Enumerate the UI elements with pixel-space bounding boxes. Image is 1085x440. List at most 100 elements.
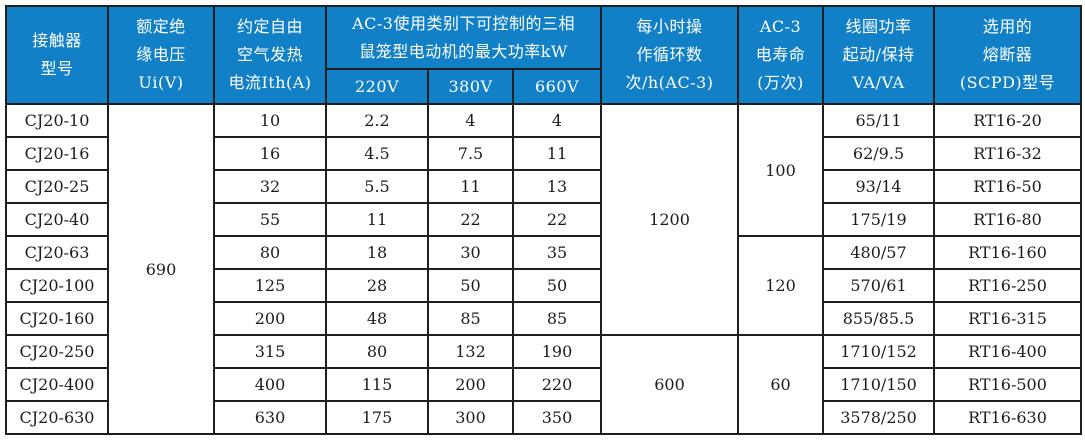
- cell-fuse-type: RT16-630: [933, 400, 1083, 435]
- header-660v: 660V: [511, 68, 603, 105]
- cell-coil-power: 480/57: [822, 235, 936, 270]
- cell-model: CJ20-100: [5, 268, 109, 303]
- cell-power-380v: 4: [427, 103, 514, 138]
- cell-power-660v: 11: [511, 136, 603, 171]
- cell-cycles: 600: [600, 334, 740, 435]
- cell-model: CJ20-25: [5, 169, 109, 204]
- header-model: 接触器 型号: [5, 5, 109, 105]
- cell-power-220v: 80: [325, 334, 429, 369]
- cell-model: CJ20-40: [5, 202, 109, 237]
- table-row: CJ20-100 125 28 50 50 570/61 RT16-250: [5, 268, 1083, 303]
- cell-model: CJ20-16: [5, 136, 109, 171]
- cell-electrical-life: 100: [737, 103, 825, 237]
- header-row-top: 接触器 型号 额定绝 缘电压 Ui(V) 约定自由 空气发热 电流Ith(A) …: [5, 5, 1083, 105]
- cell-power-380v: 300: [427, 400, 514, 435]
- cell-thermal-current: 32: [213, 169, 327, 204]
- cell-fuse-type: RT16-400: [933, 334, 1083, 369]
- cell-coil-power: 175/19: [822, 202, 936, 237]
- cell-model: CJ20-400: [5, 367, 109, 402]
- cell-power-380v: 85: [427, 301, 514, 336]
- cell-fuse-type: RT16-315: [933, 301, 1083, 336]
- cell-power-660v: 35: [511, 235, 603, 270]
- cell-coil-power: 855/85.5: [822, 301, 936, 336]
- cell-coil-power: 1710/152: [822, 334, 936, 369]
- cell-power-380v: 132: [427, 334, 514, 369]
- table-row: CJ20-160 200 48 85 85 855/85.5 RT16-315: [5, 301, 1083, 336]
- cell-thermal-current: 400: [213, 367, 327, 402]
- cell-power-220v: 28: [325, 268, 429, 303]
- cell-power-380v: 50: [427, 268, 514, 303]
- header-cycles-per-hour: 每小时操 作循环数 次/h(AC-3): [600, 5, 740, 105]
- header-insulation-voltage: 额定绝 缘电压 Ui(V): [107, 5, 215, 105]
- header-220v: 220V: [325, 68, 429, 105]
- table-row: CJ20-630 630 175 300 350 3578/250 RT16-6…: [5, 400, 1083, 435]
- cell-coil-power: 62/9.5: [822, 136, 936, 171]
- table-row: CJ20-40 55 11 22 22 175/19 RT16-80: [5, 202, 1083, 237]
- cell-model: CJ20-250: [5, 334, 109, 369]
- cell-model: CJ20-10: [5, 103, 109, 138]
- header-row-sub: 220V 380V 660V: [6, 68, 1081, 105]
- cell-thermal-current: 80: [213, 235, 327, 270]
- cell-model: CJ20-630: [5, 400, 109, 435]
- header-380v: 380V: [427, 68, 514, 105]
- cell-power-660v: 22: [511, 202, 603, 237]
- cell-power-220v: 18: [325, 235, 429, 270]
- cell-coil-power: 570/61: [822, 268, 936, 303]
- cell-electrical-life: 120: [737, 235, 825, 336]
- cell-power-380v: 11: [427, 169, 514, 204]
- header-power-group: AC-3使用类别下可控制的三相 鼠笼型电动机的最大功率kW: [324, 5, 603, 70]
- cell-coil-power: 65/11: [822, 103, 936, 138]
- cell-coil-power: 93/14: [822, 169, 936, 204]
- cell-fuse-type: RT16-50: [933, 169, 1083, 204]
- header-thermal-current: 约定自由 空气发热 电流Ith(A): [213, 5, 327, 105]
- cell-power-220v: 11: [325, 202, 429, 237]
- cell-thermal-current: 55: [213, 202, 327, 237]
- cell-power-660v: 13: [511, 169, 603, 204]
- table-row: CJ20-250 315 80 132 190 600 60 1710/152 …: [5, 334, 1083, 435]
- table-row: CJ20-16 16 4.5 7.5 11 62/9.5 RT16-32: [5, 136, 1083, 171]
- contactor-spec-table: 接触器 型号 额定绝 缘电压 Ui(V) 约定自由 空气发热 电流Ith(A) …: [5, 5, 1083, 435]
- header-fuse-type: 选用的 熔断器 (SCPD)型号: [933, 5, 1083, 105]
- cell-power-380v: 30: [427, 235, 514, 270]
- cell-coil-power: 3578/250: [822, 400, 936, 435]
- cell-power-660v: 85: [511, 301, 603, 336]
- cell-thermal-current: 630: [213, 400, 327, 435]
- cell-fuse-type: RT16-20: [933, 103, 1083, 138]
- cell-thermal-current: 10: [213, 103, 327, 138]
- cell-power-220v: 115: [325, 367, 429, 402]
- cell-model: CJ20-63: [5, 235, 109, 270]
- cell-coil-power: 1710/150: [822, 367, 936, 402]
- table-body: CJ20-10 690 10 2.2 4 4 1200 100 65/11 RT…: [5, 103, 1083, 435]
- cell-power-660v: 4: [511, 103, 603, 138]
- cell-fuse-type: RT16-250: [933, 268, 1083, 303]
- cell-thermal-current: 125: [213, 268, 327, 303]
- cell-power-220v: 2.2: [325, 103, 429, 138]
- cell-thermal-current: 16: [213, 136, 327, 171]
- cell-power-660v: 50: [511, 268, 603, 303]
- cell-thermal-current: 315: [213, 334, 327, 369]
- table-row: CJ20-63 80 18 30 35 120 480/57 RT16-160: [5, 235, 1083, 336]
- cell-insulation-voltage: 690: [107, 103, 215, 435]
- table-header: 接触器 型号 额定绝 缘电压 Ui(V) 约定自由 空气发热 电流Ith(A) …: [5, 5, 1083, 105]
- cell-fuse-type: RT16-500: [933, 367, 1083, 402]
- header-coil-power: 线圈功率 起动/保持 VA/VA: [822, 5, 936, 105]
- table-row: CJ20-25 32 5.5 11 13 93/14 RT16-50: [5, 169, 1083, 204]
- cell-fuse-type: RT16-32: [933, 136, 1083, 171]
- cell-thermal-current: 200: [213, 301, 327, 336]
- cell-power-220v: 175: [325, 400, 429, 435]
- cell-power-380v: 200: [427, 367, 514, 402]
- cell-model: CJ20-160: [5, 301, 109, 336]
- cell-fuse-type: RT16-80: [933, 202, 1083, 237]
- cell-power-220v: 48: [325, 301, 429, 336]
- cell-power-660v: 350: [511, 400, 603, 435]
- table-row: CJ20-10 690 10 2.2 4 4 1200 100 65/11 RT…: [5, 103, 1083, 435]
- cell-electrical-life: 60: [737, 334, 825, 435]
- cell-power-220v: 5.5: [325, 169, 429, 204]
- cell-power-380v: 7.5: [427, 136, 514, 171]
- header-electrical-life: AC-3 电寿命 (万次): [737, 5, 825, 105]
- cell-power-220v: 4.5: [325, 136, 429, 171]
- cell-power-660v: 220: [511, 367, 603, 402]
- cell-cycles: 1200: [600, 103, 740, 336]
- cell-fuse-type: RT16-160: [933, 235, 1083, 270]
